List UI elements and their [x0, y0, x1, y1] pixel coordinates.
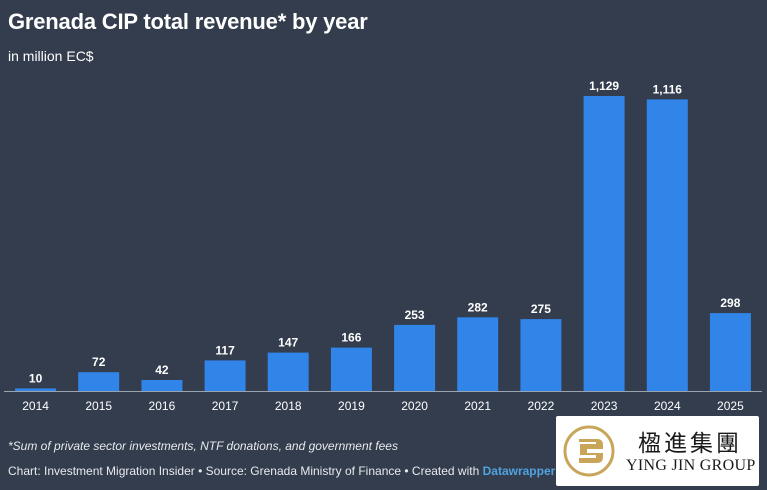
bar-2025 — [709, 313, 751, 391]
bar-value-label-2014: 10 — [29, 371, 43, 385]
credits-text: Chart: Investment Migration Insider • So… — [8, 464, 483, 478]
bar-2021 — [457, 317, 499, 391]
bar-value-label-2016: 42 — [155, 363, 169, 377]
bar-2014 — [15, 388, 57, 391]
x-tick-label-2014: 2014 — [22, 399, 49, 413]
bar-value-label-2019: 166 — [341, 331, 361, 345]
x-tick-label-2023: 2023 — [591, 399, 618, 413]
logo-english-name: YING JIN GROUP — [626, 457, 756, 474]
x-tick-label-2016: 2016 — [149, 399, 176, 413]
ying-jin-group-logo: 楹進集團 YING JIN GROUP — [556, 416, 759, 486]
x-tick-label-2015: 2015 — [85, 399, 112, 413]
bar-value-label-2025: 298 — [720, 296, 740, 310]
bar-chart: 10 2014 72 2015 42 2016 117 2017 147 2018 166 2019 2… — [4, 79, 762, 413]
ying-jin-logo-icon — [563, 425, 615, 477]
bar-2022 — [520, 319, 562, 391]
bar-value-label-2024: 1,116 — [653, 82, 683, 96]
bar-value-label-2015: 72 — [92, 355, 106, 369]
footnote: *Sum of private sector investments, NTF … — [8, 439, 398, 453]
x-tick-label-2019: 2019 — [338, 399, 365, 413]
bar-2018 — [267, 352, 309, 391]
bar-2019 — [330, 347, 372, 391]
x-tick-label-2021: 2021 — [464, 399, 491, 413]
bar-2016 — [141, 380, 183, 391]
x-tick-label-2025: 2025 — [717, 399, 744, 413]
logo-chinese-name: 楹進集團 — [638, 431, 742, 457]
bar-value-label-2017: 117 — [215, 343, 235, 357]
x-tick-label-2018: 2018 — [275, 399, 302, 413]
x-tick-label-2024: 2024 — [654, 399, 681, 413]
bar-value-label-2022: 275 — [531, 302, 551, 316]
x-tick-label-2022: 2022 — [528, 399, 555, 413]
credits: Chart: Investment Migration Insider • So… — [8, 464, 555, 478]
bar-2020 — [394, 324, 436, 391]
bar-value-label-2023: 1,129 — [589, 79, 619, 93]
chart-title: Grenada CIP total revenue* by year — [8, 9, 368, 34]
x-tick-label-2020: 2020 — [401, 399, 428, 413]
bar-2017 — [204, 360, 246, 391]
bar-value-label-2018: 147 — [278, 336, 298, 350]
datawrapper-link[interactable]: Datawrapper — [482, 464, 556, 478]
x-tick-label-2017: 2017 — [212, 399, 239, 413]
bar-2024 — [646, 99, 688, 392]
chart-subtitle: in million EC$ — [8, 48, 94, 64]
bar-2023 — [583, 96, 625, 391]
bar-2015 — [78, 372, 120, 391]
bar-value-label-2021: 282 — [468, 300, 488, 314]
bar-value-label-2020: 253 — [405, 308, 425, 322]
